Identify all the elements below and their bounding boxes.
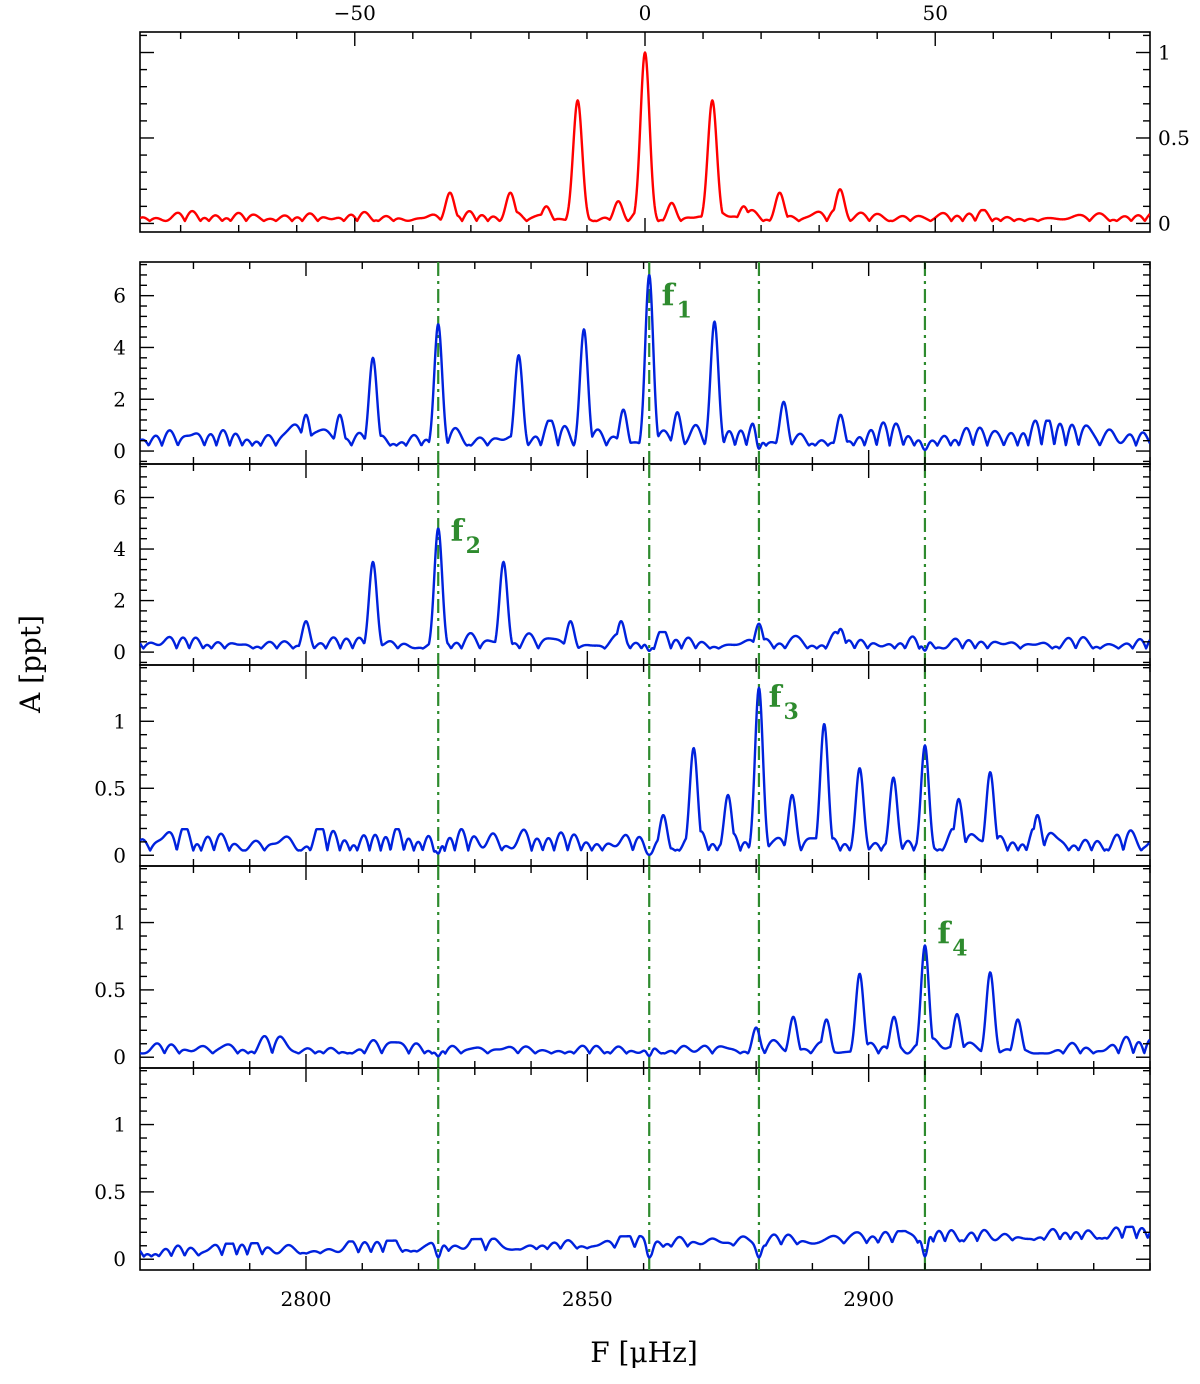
x-top-tick-label: 0 xyxy=(639,1,652,25)
x-top-tick-label: −50 xyxy=(334,1,376,25)
y-tick-label: 6 xyxy=(113,486,126,510)
y-tick-label: 1 xyxy=(1158,41,1171,65)
y-axis-title: A [ppt] xyxy=(14,615,47,714)
y-tick-label: 0.5 xyxy=(94,776,126,800)
panel-amplitude-5: 0 0.5 1 2800 2850 2900 xyxy=(94,1067,1151,1311)
y-tick-label: 0 xyxy=(1158,211,1171,235)
peak-label-f4: f4 xyxy=(937,916,967,961)
spectral-window-line xyxy=(140,51,1150,223)
y-tick-label: 1 xyxy=(113,911,126,935)
x-axis-title: F [μHz] xyxy=(590,1336,698,1369)
amplitude-spectrum-line xyxy=(140,274,1150,452)
panels: 0 0.5 1 −50 0 50 0 2 4 6 f1 0 2 4 6 f2 0 0.5 1 f3 0 0.5 1 f4 0 0.… xyxy=(94,1,1190,1311)
amplitude-spectrum-line xyxy=(140,527,1150,653)
panel-amplitude-1: 0 2 4 6 f1 xyxy=(113,261,1151,465)
x-top-tick-label: 50 xyxy=(923,1,948,25)
panel-frame xyxy=(139,463,1151,666)
y-tick-label: 0.5 xyxy=(1158,126,1190,150)
y-tick-label: 2 xyxy=(113,387,126,411)
y-tick-label: 0 xyxy=(113,640,126,664)
x-tick-label: 2800 xyxy=(281,1287,332,1311)
panel-spectral-window: 0 0.5 1 −50 0 50 xyxy=(139,1,1190,235)
panel-amplitude-3: 0 0.5 1 f3 xyxy=(94,664,1151,867)
panel-frame xyxy=(139,865,1151,1069)
peak-label-f1: f1 xyxy=(662,279,692,324)
x-tick-label: 2900 xyxy=(843,1287,894,1311)
peak-label-f3: f3 xyxy=(769,680,799,725)
y-tick-label: 1 xyxy=(113,1113,126,1137)
panel-frame xyxy=(139,1067,1151,1271)
y-tick-label: 0 xyxy=(113,439,126,463)
y-tick-label: 0 xyxy=(113,843,126,867)
y-tick-label: 0 xyxy=(113,1247,126,1271)
y-tick-label: 0 xyxy=(113,1045,126,1069)
peak-label-f2: f2 xyxy=(451,514,481,559)
y-tick-label: 4 xyxy=(113,537,126,561)
amplitude-spectrum-line xyxy=(140,944,1150,1058)
y-tick-label: 0.5 xyxy=(94,978,126,1002)
x-tick-label: 2850 xyxy=(562,1287,613,1311)
y-tick-label: 0.5 xyxy=(94,1180,126,1204)
y-tick-label: 4 xyxy=(113,335,126,359)
amplitude-spectrum-line xyxy=(140,686,1150,856)
y-tick-label: 6 xyxy=(113,284,126,308)
y-tick-label: 1 xyxy=(113,709,126,733)
panel-amplitude-4: 0 0.5 1 f4 xyxy=(94,865,1151,1069)
panel-amplitude-2: 0 2 4 6 f2 xyxy=(113,463,1151,666)
y-tick-label: 2 xyxy=(113,589,126,613)
amplitude-spectrum-line xyxy=(140,1225,1150,1259)
panel-frame xyxy=(139,31,1151,233)
